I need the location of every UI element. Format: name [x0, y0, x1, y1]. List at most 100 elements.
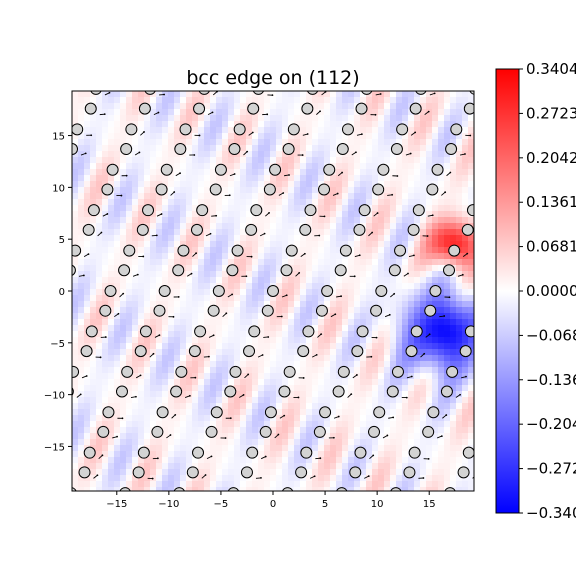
- field-cell: [84, 361, 91, 368]
- field-cell: [96, 469, 103, 476]
- field-cell: [372, 211, 379, 218]
- field-cell: [402, 151, 409, 158]
- field-cell: [228, 115, 235, 122]
- arrow-head: [207, 355, 210, 358]
- field-cell: [102, 463, 109, 470]
- field-cell: [90, 259, 97, 266]
- field-cell: [306, 427, 313, 434]
- field-cell: [402, 331, 409, 338]
- field-cell: [150, 277, 157, 284]
- field-cell: [240, 481, 247, 488]
- atom-marker: [405, 345, 418, 358]
- field-cell: [192, 235, 199, 242]
- field-cell: [426, 385, 433, 392]
- field-cell: [120, 337, 127, 344]
- field-cell: [444, 133, 451, 140]
- field-cell: [132, 307, 139, 314]
- field-cell: [216, 439, 223, 446]
- field-cell: [96, 151, 103, 158]
- field-cell: [432, 325, 439, 332]
- field-cell: [240, 379, 247, 386]
- field-cell: [96, 337, 103, 344]
- field-cell: [456, 487, 463, 491]
- field-cell: [180, 421, 187, 428]
- field-cell: [312, 415, 319, 422]
- field-cell: [96, 409, 103, 416]
- field-cell: [354, 481, 361, 488]
- field-cell: [246, 235, 253, 242]
- field-cell: [306, 361, 313, 368]
- field-cell: [156, 391, 163, 398]
- field-cell: [300, 355, 307, 362]
- field-cell: [300, 217, 307, 224]
- arrow-head: [431, 214, 434, 217]
- field-cell: [180, 163, 187, 170]
- field-cell: [126, 409, 133, 416]
- field-cell: [420, 187, 427, 194]
- atom-marker: [193, 102, 206, 115]
- atom-marker: [390, 487, 402, 491]
- field-cell: [384, 181, 391, 188]
- field-cell: [366, 109, 373, 116]
- field-cell: [132, 331, 139, 338]
- field-cell: [150, 379, 157, 386]
- field-cell: [114, 337, 121, 344]
- field-cell: [288, 289, 295, 296]
- atom-marker: [281, 487, 294, 491]
- field-cell: [438, 379, 445, 386]
- field-cell: [144, 463, 151, 470]
- field-cell: [276, 409, 283, 416]
- field-cell: [408, 427, 415, 434]
- field-cell: [234, 349, 241, 356]
- field-cell: [162, 301, 169, 308]
- field-cell: [294, 361, 301, 368]
- field-cell: [468, 385, 474, 392]
- field-cell: [288, 199, 295, 206]
- field-cell: [384, 253, 391, 260]
- field-cell: [444, 469, 451, 476]
- field-cell: [414, 163, 421, 170]
- field-cell: [144, 439, 151, 446]
- arrow-head: [444, 191, 447, 194]
- field-cell: [438, 139, 445, 146]
- field-cell: [462, 331, 469, 338]
- field-cell: [168, 349, 175, 356]
- field-cell: [366, 103, 373, 110]
- field-cell: [450, 289, 457, 296]
- field-cell: [378, 97, 385, 104]
- field-cell: [420, 181, 427, 188]
- field-cell: [366, 169, 373, 176]
- field-cell: [84, 337, 91, 344]
- field-cell: [456, 391, 463, 398]
- field-cell: [330, 157, 337, 164]
- field-cell: [192, 463, 199, 470]
- field-cell: [324, 97, 331, 104]
- field-cell: [90, 163, 97, 170]
- field-cell: [198, 271, 205, 278]
- field-cell: [138, 367, 145, 374]
- field-cell: [156, 385, 163, 392]
- field-cell: [270, 343, 277, 350]
- field-cell: [132, 133, 139, 140]
- field-cell: [264, 163, 271, 170]
- field-cell: [420, 331, 427, 338]
- field-cell: [204, 457, 211, 464]
- field-cell: [468, 469, 474, 476]
- field-cell: [72, 475, 79, 482]
- field-cell: [240, 193, 247, 200]
- field-cell: [390, 343, 397, 350]
- field-cell: [168, 415, 175, 422]
- field-cell: [114, 463, 121, 470]
- field-cell: [330, 235, 337, 242]
- field-cell: [138, 241, 145, 248]
- field-cell: [450, 379, 457, 386]
- field-cell: [192, 139, 199, 146]
- field-cell: [378, 313, 385, 320]
- field-cell: [420, 391, 427, 398]
- field-cell: [354, 307, 361, 314]
- field-cell: [234, 469, 241, 476]
- field-cell: [420, 445, 427, 452]
- field-cell: [450, 229, 457, 236]
- field-cell: [462, 361, 469, 368]
- field-cell: [294, 457, 301, 464]
